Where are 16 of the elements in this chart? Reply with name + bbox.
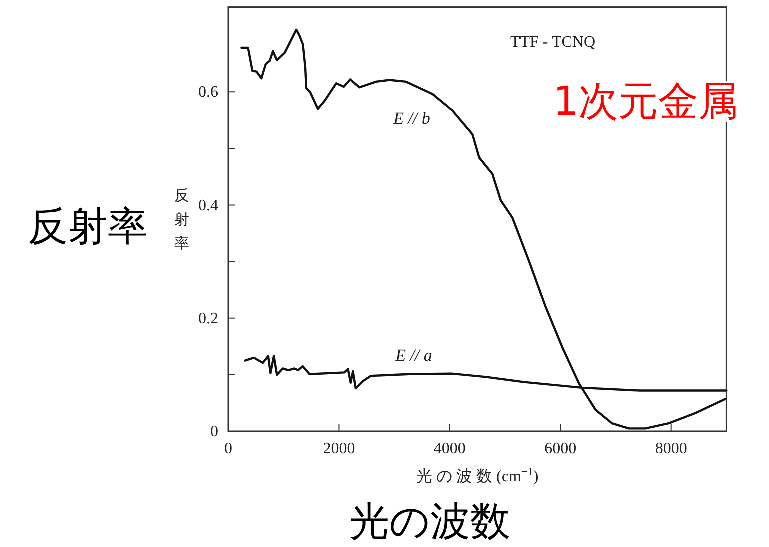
text: 反射率 [28,204,148,250]
x-tick-label: 0 [224,440,232,458]
y-tick-label: 0.2 [198,310,218,328]
y-tick-label: 0.6 [198,84,218,102]
annotation: E // a [394,346,432,365]
x-tick-label: 8000 [655,440,688,458]
x-tick-label: 6000 [544,440,577,458]
annotation: E // b [392,109,430,128]
y-tick-label: 0 [210,424,218,440]
y-axis-title: 反射率 [174,186,190,252]
text: 光の波数 [350,499,510,545]
x-tick-label: 4000 [434,440,466,458]
y-tick-label: 0.4 [198,197,218,214]
x-tick-label: 2000 [323,440,356,458]
x-axis-title: 光 の 波 数 (cm$^{−1}$) [416,466,539,486]
text: TTF - TCNQ [510,34,596,51]
